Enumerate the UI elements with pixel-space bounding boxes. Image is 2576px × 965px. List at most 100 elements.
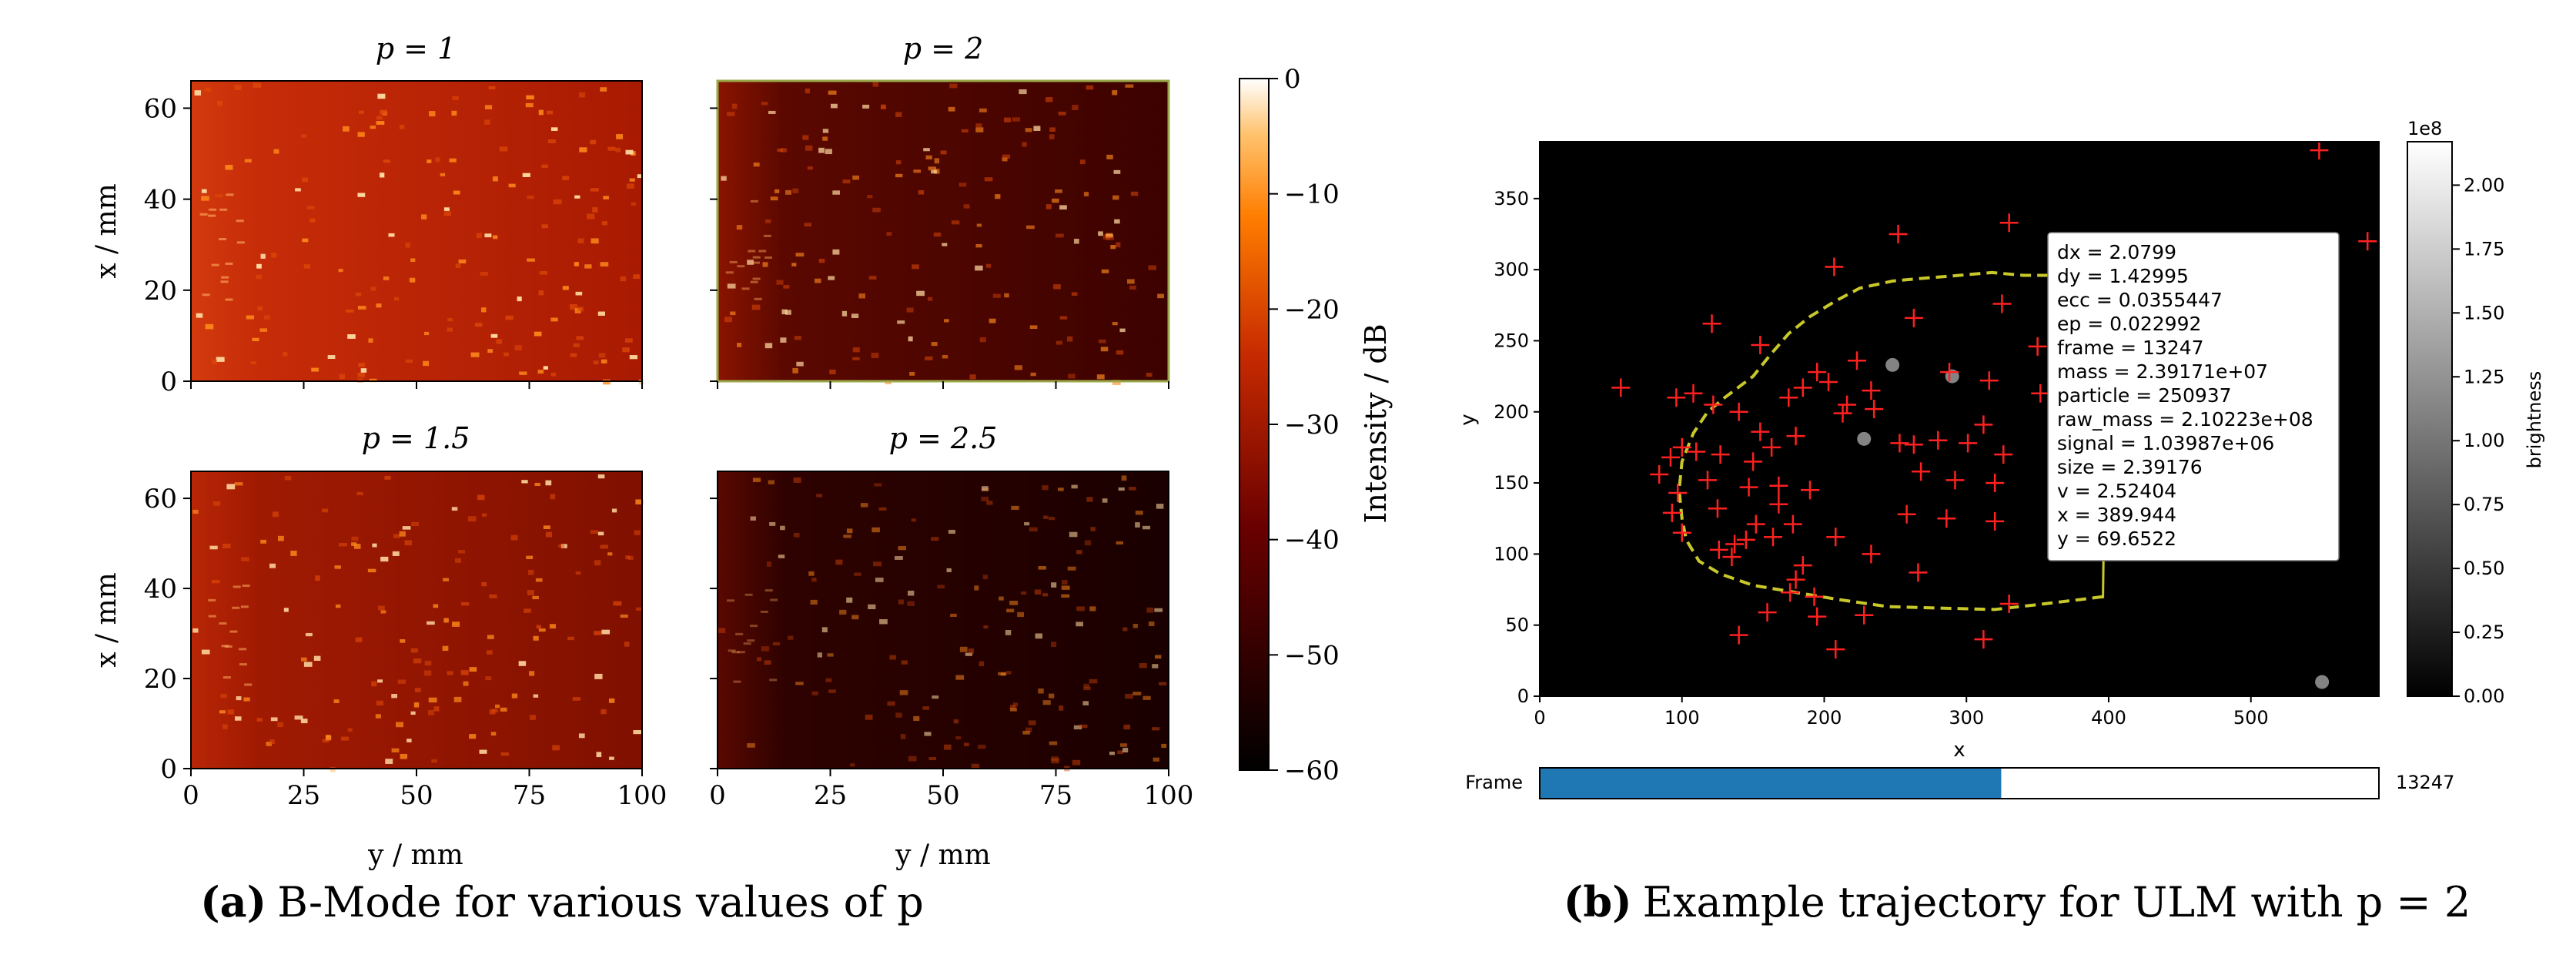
frame-slider[interactable]: Frame 13247 (1465, 767, 2454, 799)
speckle (1154, 608, 1163, 612)
speckle (981, 486, 989, 491)
speckle (901, 660, 908, 665)
speckle (764, 589, 773, 592)
speckle (807, 166, 813, 170)
particle-marker (1698, 471, 1717, 490)
particle-blob (1885, 357, 1900, 372)
speckle (376, 121, 385, 126)
speckle (881, 104, 886, 109)
speckle (768, 110, 776, 114)
speckle (943, 744, 952, 750)
speckle (900, 734, 906, 739)
speckle (835, 559, 843, 565)
speckle (411, 521, 420, 527)
speckle (923, 148, 930, 152)
speckle (600, 544, 608, 549)
speckle (747, 639, 755, 642)
speckle (629, 355, 638, 360)
speckle (302, 238, 309, 243)
speckle (376, 303, 382, 308)
speckle (1051, 758, 1059, 764)
particle-marker (1979, 371, 1999, 390)
speckle (1152, 727, 1160, 731)
tooltip-line: x = 389.944 (2057, 504, 2176, 526)
particle-marker (1904, 435, 1923, 454)
x-axis-label: y / mm (895, 839, 991, 871)
speckle (843, 534, 851, 538)
speckle (205, 323, 214, 330)
speckle (570, 304, 577, 310)
speckle (470, 352, 480, 357)
speckle (620, 614, 628, 618)
speckle (306, 206, 315, 209)
particle-marker (1826, 528, 1845, 547)
speckle (862, 104, 870, 109)
speckle (1038, 688, 1044, 694)
slider-fill[interactable] (1541, 769, 2002, 798)
speckle (535, 578, 543, 582)
speckle (541, 224, 548, 229)
speckle (792, 367, 798, 374)
speckle (570, 353, 577, 357)
speckle (1043, 515, 1049, 519)
speckle (541, 164, 548, 169)
speckle (760, 610, 768, 613)
x-ticks (717, 381, 1169, 389)
speckle (212, 501, 221, 506)
speckle (579, 92, 586, 98)
particle-marker (1751, 422, 1770, 441)
speckle (587, 213, 595, 219)
speckle (1049, 134, 1055, 139)
speckle (754, 297, 762, 300)
x-tick-label: 25 (287, 780, 320, 811)
speckle (727, 283, 736, 289)
speckle (484, 119, 490, 125)
intensity-colorbar: 0 −10 −20 −30 −40 −50 −60 Intensity / dB (1239, 64, 1393, 786)
speckle (858, 293, 865, 299)
speckle (744, 593, 753, 596)
speckle (1117, 750, 1123, 755)
particle-marker (1862, 381, 1881, 400)
speckle (1079, 724, 1088, 729)
speckle (874, 483, 882, 487)
speckle (1112, 321, 1118, 326)
speckle (791, 263, 797, 266)
speckle (263, 315, 270, 320)
speckle (1086, 497, 1093, 502)
speckle (637, 174, 643, 179)
speckle (1076, 622, 1084, 627)
speckle (388, 233, 395, 237)
y-ticks: 0 20 40 60 (144, 93, 191, 397)
speckle (295, 188, 301, 192)
speckle (781, 309, 788, 315)
speckle (392, 551, 400, 556)
speckle (277, 722, 283, 728)
speckle (1089, 679, 1098, 684)
speckle (294, 715, 303, 720)
speckle (897, 320, 905, 324)
speckle (283, 351, 288, 357)
speckle (380, 556, 389, 562)
speckle (1125, 84, 1134, 88)
speckle (1112, 380, 1121, 385)
speckle (406, 739, 412, 742)
x-ticks (190, 381, 643, 389)
speckle (577, 307, 584, 312)
speckle (339, 542, 347, 547)
speckle (1071, 484, 1078, 489)
speckle (792, 188, 799, 193)
speckle (620, 276, 627, 282)
speckle (455, 263, 461, 268)
speckle (1129, 487, 1136, 491)
speckle (794, 336, 801, 340)
speckle (607, 146, 616, 151)
speckle (770, 196, 778, 201)
speckle (1148, 621, 1155, 627)
speckle (385, 759, 393, 764)
x-tick-label: 25 (814, 780, 847, 811)
speckle (1116, 242, 1121, 248)
speckle (635, 607, 643, 611)
speckle (357, 132, 365, 137)
speckle (391, 748, 400, 752)
speckle (1049, 741, 1058, 746)
